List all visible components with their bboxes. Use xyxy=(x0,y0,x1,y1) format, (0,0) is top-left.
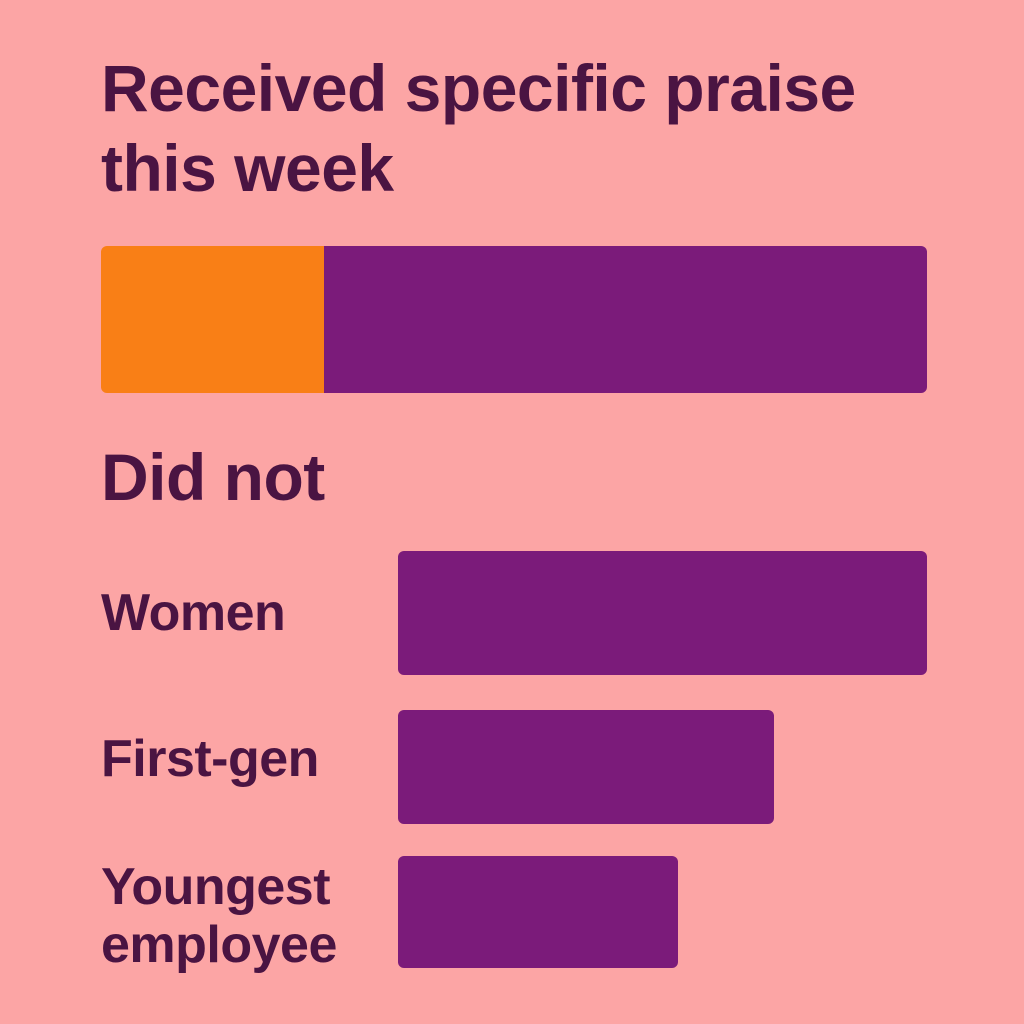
category-label-youngest-employee: Youngest employee xyxy=(101,858,337,974)
category-bar-youngest-employee xyxy=(398,856,678,968)
category-label-women: Women xyxy=(101,584,286,642)
did-not-heading: Did not xyxy=(101,440,325,514)
stacked-praise-bar xyxy=(101,246,927,393)
category-bar-women xyxy=(398,551,927,675)
bar-segment-praised xyxy=(101,246,325,393)
category-label-first-gen: First-gen xyxy=(101,730,319,788)
chart-title: Received specific praise this week xyxy=(101,51,856,205)
bar-segment-did-not xyxy=(324,246,927,393)
category-bar-first-gen xyxy=(398,710,774,824)
